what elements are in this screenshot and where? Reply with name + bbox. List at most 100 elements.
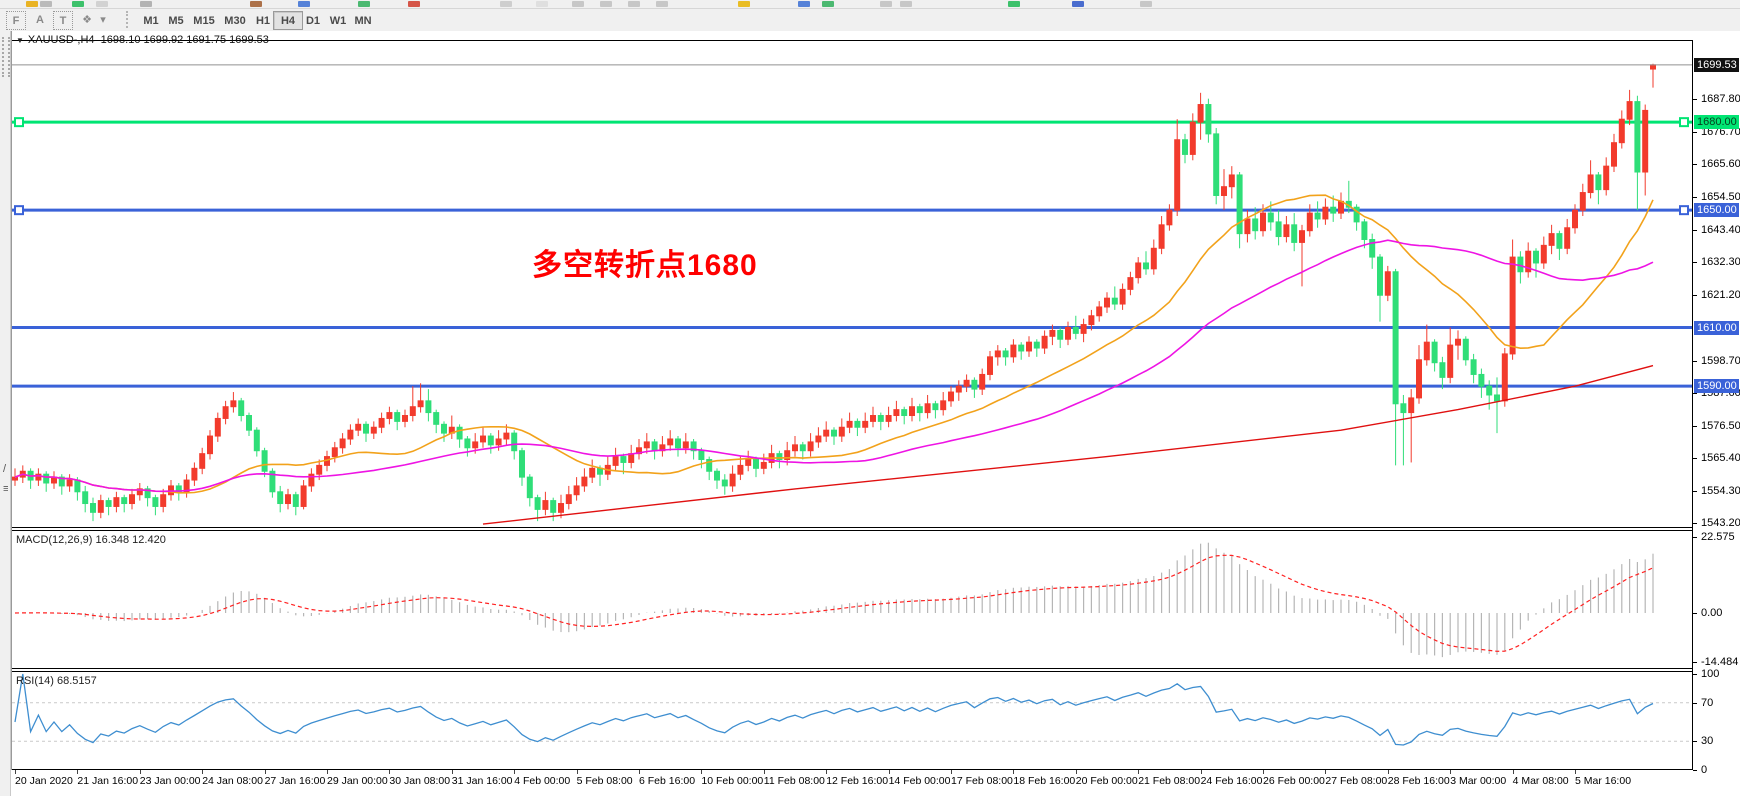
chart-annotation-text[interactable]: 多空转折点1680 — [532, 249, 758, 282]
candle-body — [784, 450, 791, 461]
timeframe-button-m30[interactable]: M30 — [224, 14, 246, 27]
candle-body — [1088, 315, 1095, 326]
time-tick-label: 4 Feb 00:00 — [514, 775, 571, 787]
toolbar-icon-fragment[interactable] — [298, 1, 310, 7]
price-axis[interactable]: 1687.80 1676.70 1665.60 1654.50 1643.40 1632.… — [1693, 31, 1740, 796]
pane-divider[interactable] — [12, 668, 1692, 669]
hline-handle[interactable] — [1679, 117, 1689, 128]
candle-body — [854, 420, 861, 428]
axis-tick-mark — [1693, 262, 1697, 264]
time-tick-label: 10 Feb 00:00 — [701, 775, 764, 787]
hline-handle[interactable] — [14, 205, 24, 216]
candle-body — [792, 444, 798, 452]
toolbar-icon-fragment[interactable] — [40, 1, 52, 7]
toolbar-icon-fragment[interactable] — [738, 1, 750, 7]
toolbar-icon-fragment[interactable] — [1140, 1, 1152, 7]
timeframe-button-m5[interactable]: M5 — [168, 14, 184, 27]
toolbar-icon-fragment[interactable] — [798, 1, 810, 7]
symbol-dropdown-icon[interactable]: ▼ — [16, 36, 24, 45]
candle-body — [152, 497, 159, 507]
candle-body — [1611, 142, 1617, 167]
timeframe-button-mn[interactable]: MN — [354, 14, 372, 27]
timeframe-button-h4[interactable]: H4 — [273, 11, 303, 30]
candle-body — [480, 435, 486, 443]
timeframe-button-d1[interactable]: D1 — [305, 14, 321, 27]
candle-body — [737, 464, 744, 475]
text-box-icon[interactable]: T — [53, 11, 73, 30]
toolbar-icon-fragment[interactable] — [628, 1, 640, 7]
toolbar-icon-fragment[interactable] — [572, 1, 584, 7]
candle-body — [1002, 350, 1009, 358]
candle-body — [1174, 139, 1181, 211]
toolbar-icon-fragment[interactable] — [96, 1, 108, 7]
candle-body — [1057, 329, 1064, 340]
candle-body — [183, 479, 190, 493]
candle-body — [386, 412, 393, 419]
candle-body — [1642, 109, 1649, 173]
timeframe-button-w1[interactable]: W1 — [329, 14, 347, 27]
time-tick-mark — [1013, 770, 1015, 774]
candle-body — [565, 494, 572, 505]
pane-divider[interactable] — [12, 530, 1692, 531]
toolbar-icon-fragment[interactable] — [656, 1, 668, 7]
candle-body — [97, 500, 104, 513]
toolbar-icon-fragment[interactable] — [72, 1, 84, 7]
timeframe-button-h1[interactable]: H1 — [255, 14, 271, 27]
pane-divider[interactable] — [12, 671, 1692, 672]
toolbar-icon-fragment[interactable] — [26, 1, 38, 7]
timeframe-button-m1[interactable]: M1 — [143, 14, 159, 27]
main-price-pane[interactable] — [12, 31, 1692, 530]
time-tick-label: 6 Feb 16:00 — [639, 775, 696, 787]
long-trend-line — [482, 364, 1654, 525]
pane-divider[interactable] — [12, 527, 1692, 528]
time-tick-label: 5 Feb 08:00 — [576, 775, 633, 787]
macd-pane[interactable] — [12, 531, 1692, 668]
toolbar-icon-fragment[interactable] — [822, 1, 834, 7]
time-axis[interactable]: 20 Jan 2020 21 Jan 16:00 23 Jan 00:00 24 Ja… — [0, 770, 1740, 796]
candle-body — [1517, 256, 1524, 273]
toolbar-icon-fragment[interactable] — [536, 1, 548, 7]
arrow-tools-icon[interactable]: ❖ — [82, 14, 92, 26]
candle-body — [1041, 335, 1048, 349]
price-badge-1610.00: 1610.00 — [1694, 320, 1739, 335]
candle-body — [417, 400, 424, 408]
toolbar-icon-fragment[interactable] — [500, 1, 512, 7]
candle-body — [1579, 192, 1586, 211]
candle-body — [105, 500, 112, 507]
time-tick-mark — [576, 770, 578, 774]
candle-body — [1494, 394, 1500, 402]
candle-body — [815, 435, 822, 443]
time-tick-mark — [951, 770, 952, 774]
hline-handle[interactable] — [1679, 205, 1689, 216]
candle-body — [1228, 174, 1235, 188]
toolbar-drag-handle[interactable] — [2, 37, 10, 77]
toolbar-icon-fragment[interactable] — [1072, 1, 1084, 7]
axis-tick-mark — [1693, 196, 1697, 198]
toolbar-icon-fragment[interactable] — [1008, 1, 1020, 7]
toolbar-icon-fragment[interactable] — [880, 1, 892, 7]
candle-body — [1314, 212, 1321, 220]
timeframe-button-m15[interactable]: M15 — [193, 14, 215, 27]
toolbar-icon-fragment[interactable] — [408, 1, 420, 7]
candle-body — [503, 432, 510, 440]
toolbar-icon-fragment[interactable] — [900, 1, 912, 7]
dropdown-caret-icon[interactable]: ▾ — [100, 14, 106, 26]
time-tick-label: 27 Jan 16:00 — [264, 775, 326, 787]
candle-body — [370, 426, 377, 434]
candle-body — [409, 406, 416, 417]
toolbar-icon-fragment[interactable] — [250, 1, 262, 7]
toolbar-icon-fragment[interactable] — [140, 1, 152, 7]
template-f-icon[interactable]: F — [6, 11, 26, 30]
rsi-pane[interactable] — [12, 672, 1692, 769]
candle-body — [82, 491, 89, 505]
candle-body — [1072, 327, 1079, 334]
candle-body — [1236, 174, 1243, 235]
toolbar-icon-fragment[interactable] — [600, 1, 612, 7]
rsi-tick-label: 30 — [1701, 735, 1714, 748]
candle-body — [347, 429, 354, 440]
text-label-icon[interactable]: A — [36, 13, 44, 26]
toolbar-icon-fragment[interactable] — [358, 1, 370, 7]
time-tick-label: 3 Mar 00:00 — [1450, 775, 1507, 787]
macd-label: MACD(12,26,9) 16.348 12.420 — [16, 534, 166, 546]
hline-handle[interactable] — [14, 117, 24, 128]
